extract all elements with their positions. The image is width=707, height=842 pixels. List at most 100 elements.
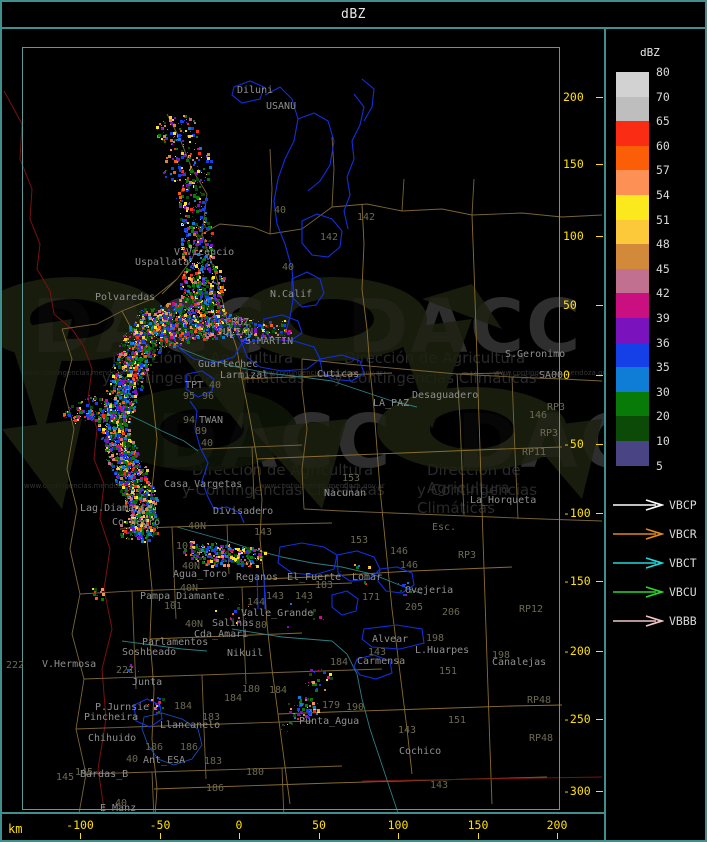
x-axis-tick-mark xyxy=(557,833,558,839)
route-number-label: 101 xyxy=(176,541,195,552)
place-name-label: Nacunan xyxy=(324,488,367,499)
place-name-label: USANU xyxy=(266,101,297,112)
vector-legend: VBCP VBCR VBCT VBCU VBBB xyxy=(612,490,704,635)
route-number-label: 206 xyxy=(442,607,461,618)
colorbar-tick-label: 45 xyxy=(656,261,670,276)
place-name-label: Ovejeria xyxy=(405,585,454,596)
route-number-label: 184 xyxy=(330,657,349,668)
x-axis-tick-mark xyxy=(478,833,479,839)
route-number-label: 179 xyxy=(322,700,341,711)
y-axis-tick-mark xyxy=(596,651,603,652)
y-axis-tick-label: -50 xyxy=(563,437,584,451)
route-number-label: 40N xyxy=(185,619,204,630)
route-number-label: 96 xyxy=(202,391,215,402)
colorbar-swatch xyxy=(616,268,649,294)
colorbar-swatch xyxy=(616,318,649,343)
place-name-label: El_Fuerte xyxy=(287,572,342,583)
wind-barb-arrow-icon xyxy=(613,585,664,598)
place-name-label: Salinas xyxy=(212,618,255,629)
route-number-label: RP12 xyxy=(519,604,544,615)
route-number-label: 40 xyxy=(126,754,139,765)
route-number-label: 143 xyxy=(254,527,273,538)
vector-legend-label: VBCU xyxy=(669,584,697,599)
route-number-label: 94 xyxy=(183,415,196,426)
place-name-label: Reganos xyxy=(236,572,279,583)
colorbar-tick-label: 65 xyxy=(656,114,670,129)
route-number-label: 143 xyxy=(368,647,387,658)
colorbar-tick-label: 60 xyxy=(656,138,670,153)
route-number-label: RP3 xyxy=(547,402,566,413)
route-number-label: RP3 xyxy=(458,550,477,561)
place-name-label: Polvaredas xyxy=(95,292,156,303)
place-name-label: Larmizal xyxy=(220,370,269,381)
route-number-label: 171 xyxy=(362,592,381,603)
y-axis-tick-label: 0 xyxy=(563,368,570,382)
x-axis-tick-label: -50 xyxy=(149,818,171,832)
x-axis: -100 -50 0 50 100 150 200 xyxy=(2,814,604,840)
place-name-label: S.MARTIN xyxy=(245,336,294,347)
route-number-label: 143 xyxy=(398,725,417,736)
y-axis-tick-mark xyxy=(596,375,603,376)
place-name-label: Diluni xyxy=(237,85,274,96)
colorbar-swatch xyxy=(616,293,649,318)
red-route xyxy=(361,776,603,782)
place-name-label: Cda_Amari xyxy=(194,629,249,640)
place-name-label: Lomar xyxy=(352,572,383,583)
legend-panel-separator xyxy=(604,29,606,840)
place-name-label: L.Huarpes xyxy=(415,645,470,656)
place-name-label: Bardas_B xyxy=(80,769,129,780)
map-vector-layer xyxy=(2,78,603,812)
route-number-label: 143 xyxy=(266,591,285,602)
radar-map-canvas[interactable]: DACC DACC DACC DACC Dirección de Agricul… xyxy=(2,29,604,812)
place-name-label: Carmensa xyxy=(357,656,406,667)
window-border-right xyxy=(705,0,707,842)
route-number-label: RP48 xyxy=(529,733,554,744)
place-name-label: LA_PAZ xyxy=(373,398,410,409)
route-number-label: 89 xyxy=(195,426,208,437)
route-number-label: 180 xyxy=(242,684,261,695)
place-name-label: Cuticas xyxy=(317,369,360,380)
place-name-label: N.Calif xyxy=(270,289,313,300)
route-number-label: RP11 xyxy=(522,447,547,458)
route-number-label: 186 xyxy=(206,783,225,794)
place-name-label: Parlamentos xyxy=(142,637,209,648)
place-name-label: SA00 xyxy=(539,370,564,381)
window-title-bar: dBZ xyxy=(2,2,705,27)
route-number-label: 183 xyxy=(202,712,221,723)
y-axis-tick-label: -100 xyxy=(563,506,591,520)
route-number-label: 205 xyxy=(405,602,424,613)
colorbar-tick-label: 57 xyxy=(656,163,670,178)
colorbar-swatch xyxy=(616,342,649,368)
place-name-label: S.Geronimo xyxy=(505,349,566,360)
wind-barb-arrow-icon xyxy=(613,556,664,569)
lakes-and-water-bodies xyxy=(133,78,425,728)
route-number-label: 222 xyxy=(6,660,25,671)
y-axis-tick-mark xyxy=(596,719,603,720)
route-number-label: 144 xyxy=(247,597,266,608)
title-separator xyxy=(2,27,705,29)
place-name-label: Punta_Agua xyxy=(299,716,360,727)
colorbar-swatch xyxy=(616,195,649,220)
window-border-bottom xyxy=(0,840,707,842)
x-axis-unit-label: km xyxy=(8,822,23,836)
y-axis-tick-label: -150 xyxy=(563,574,591,588)
lake-llancanelo xyxy=(141,712,203,766)
colorbar-tick-label: 30 xyxy=(656,384,670,399)
y-axis-tick-mark xyxy=(596,236,603,237)
y-axis-tick-label: 200 xyxy=(563,90,584,104)
route-number-label: 151 xyxy=(439,666,458,677)
route-number-label: 184 xyxy=(224,693,243,704)
watermark-sun-shapes xyxy=(2,277,602,509)
place-name-label: Guartechec xyxy=(198,359,259,370)
y-axis-tick-label: 150 xyxy=(563,157,584,171)
dbz-colorbar[interactable] xyxy=(616,72,649,490)
colorbar-unit-label: dBZ xyxy=(640,46,660,59)
x-axis-tick-label: 0 xyxy=(235,818,243,832)
place-name-label: Soshbeado xyxy=(122,647,177,658)
route-number-label: 40N xyxy=(188,521,207,532)
colorbar-tick-label: 48 xyxy=(656,237,670,252)
route-number-label: 40N xyxy=(180,583,199,594)
y-axis-tick-label: 100 xyxy=(563,229,584,243)
place-name-label: Uspallata xyxy=(135,257,190,268)
route-number-label: 40 xyxy=(274,205,287,216)
